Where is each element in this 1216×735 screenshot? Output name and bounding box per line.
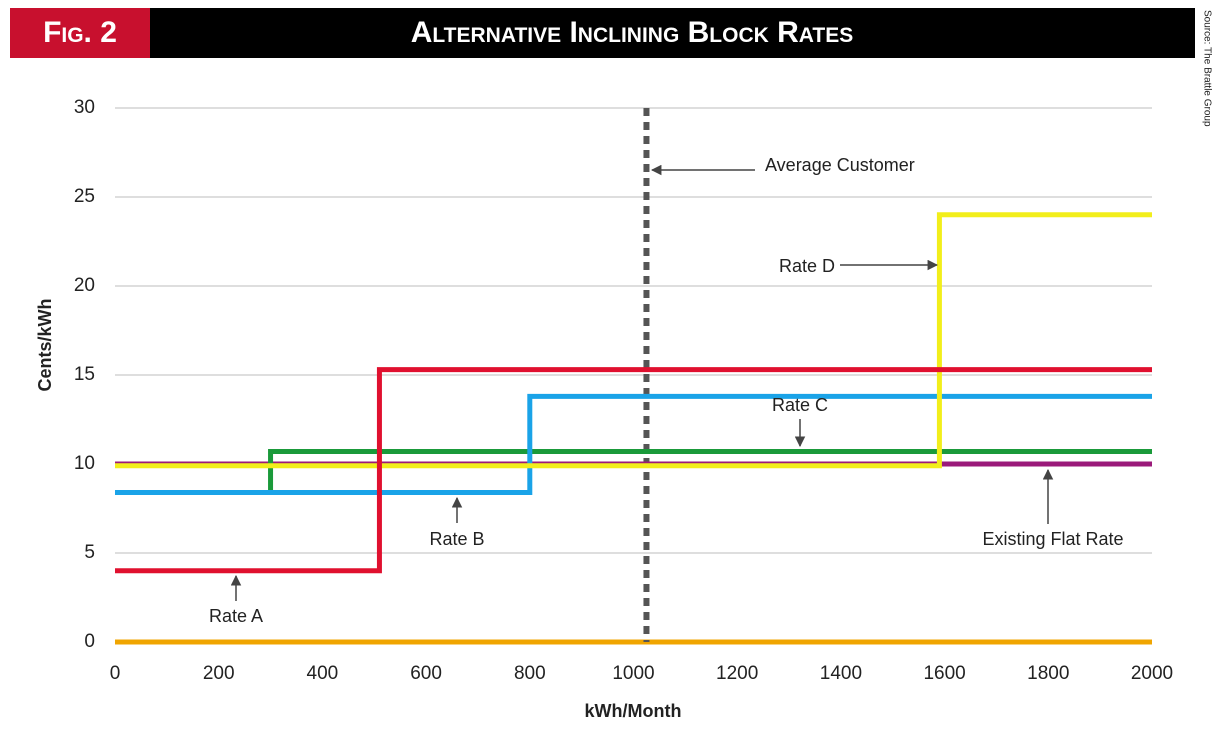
x-tick-label: 1600 [923,663,965,684]
y-tick-label: 10 [74,453,95,474]
annotation-label: Rate D [779,256,835,276]
x-axis-label: kWh/Month [585,701,682,721]
x-tick-label: 400 [307,663,339,684]
rate-line [115,212,1152,469]
x-tick-label: 800 [514,663,546,684]
x-tick-label: 200 [203,663,235,684]
x-tick-label: 1000 [612,663,654,684]
figure-label: Fig. 2 [43,16,117,49]
x-tick-label: 1400 [820,663,862,684]
chart-title: Alternative Inclining Block Rates [411,16,854,49]
rate-line [115,393,1152,495]
rate-line [115,449,1152,495]
x-tick-label: 1800 [1027,663,1069,684]
y-tick-label: 25 [74,186,95,207]
y-tick-label: 30 [74,97,95,118]
rate-line [115,367,1152,574]
annotation-label: Rate C [772,395,828,415]
annotation-label: Average Customer [765,155,915,175]
y-tick-label: 5 [84,542,95,563]
annotation-label: Rate A [209,606,263,626]
title-bar [150,8,1195,58]
source: Source: The Brattle Group [1201,10,1212,127]
y-tick-label: 20 [74,275,95,296]
y-tick-label: 0 [84,631,95,652]
y-axis-label: Cents/kWh [35,298,55,391]
x-tick-label: 2000 [1131,663,1173,684]
figure-label-box [10,8,150,58]
annotation-label: Rate B [429,529,484,549]
x-tick-label: 600 [410,663,442,684]
annotation-label: Existing Flat Rate [982,529,1123,549]
y-tick-label: 15 [74,364,95,385]
x-tick-label: 0 [110,663,121,684]
x-tick-label: 1200 [716,663,758,684]
